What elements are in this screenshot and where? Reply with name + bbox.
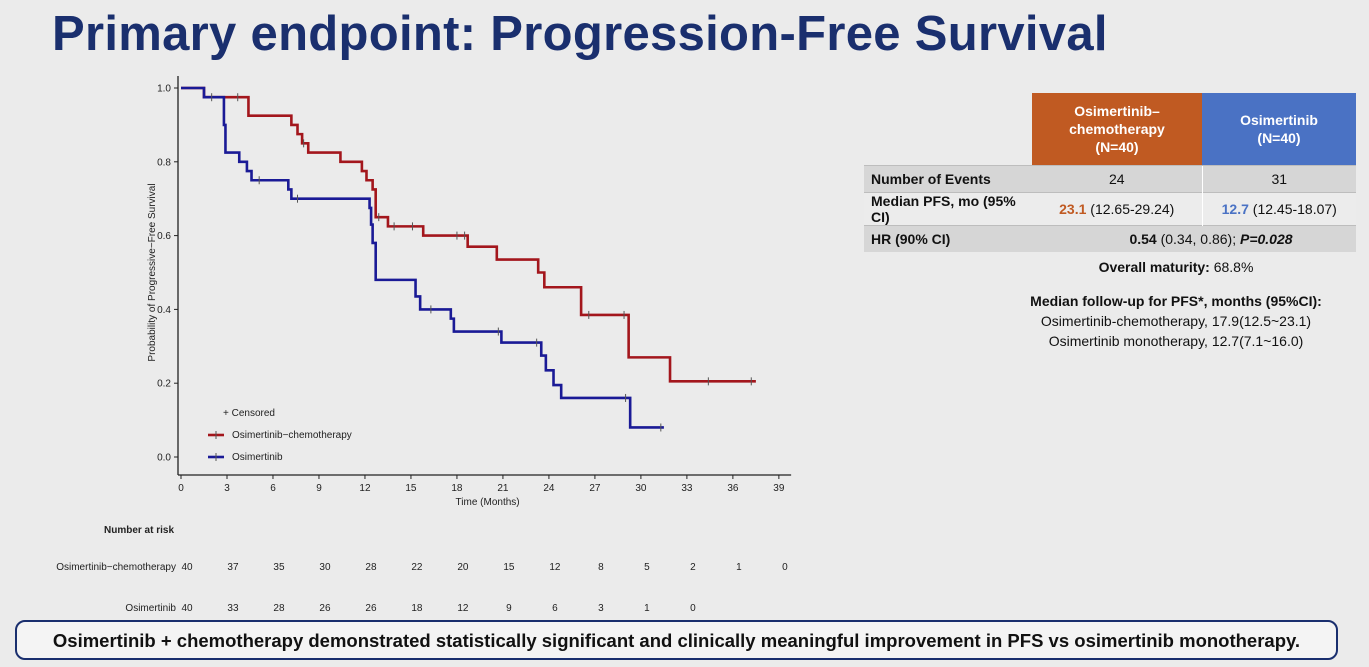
followup-title: Median follow-up for PFS*, months (95%CI… <box>1030 293 1322 309</box>
y-tick-label: 0.2 <box>157 379 171 390</box>
x-tick-label: 27 <box>589 483 601 494</box>
row-median-pfs: Median PFS, mo (95% CI) 23.1 (12.65-29.2… <box>864 192 1356 226</box>
risk-value: 5 <box>644 562 650 573</box>
risk-value: 1 <box>644 603 650 614</box>
row-events: Number of Events 24 31 <box>864 165 1356 193</box>
x-tick-label: 24 <box>543 483 555 494</box>
chart-legend: + Censored Osimertinib−chemotherapy Osimer… <box>208 408 352 463</box>
risk-value: 26 <box>319 603 331 614</box>
x-tick-label: 12 <box>359 483 371 494</box>
overall-maturity: Overall maturity: 68.8% <box>1098 259 1254 275</box>
risk-value: 1 <box>736 562 742 573</box>
risk-value: 0 <box>782 562 788 573</box>
x-tick-label: 0 <box>178 483 184 494</box>
risk-value: 0 <box>690 603 696 614</box>
y-tick-label: 1.0 <box>157 84 171 95</box>
risk-value: 3 <box>598 603 604 614</box>
risk-value: 15 <box>503 562 515 573</box>
slide-title: Primary endpoint: Progression-Free Survi… <box>52 7 1108 61</box>
risk-value: 33 <box>227 603 239 614</box>
results-table: Osimertinib– chemotherapy (N=40) Osimert… <box>864 93 1356 252</box>
risk-value: 6 <box>552 603 558 614</box>
risk-value: 9 <box>506 603 512 614</box>
x-tick-label: 3 <box>224 483 230 494</box>
risk-title: Number at risk <box>104 525 174 536</box>
series-line-mono <box>181 86 664 429</box>
col-header-mono: Osimertinib (N=40) <box>1202 93 1356 166</box>
followup-block: Median follow-up for PFS*, months (95%CI… <box>1000 291 1352 351</box>
y-tick-label: 0.4 <box>157 305 171 316</box>
risk-value: 37 <box>227 562 239 573</box>
x-tick-label: 36 <box>727 483 739 494</box>
x-tick-label: 39 <box>773 483 785 494</box>
legend-censored: + Censored <box>223 408 275 419</box>
y-axis-title: Probability of Progressive−Free Survival <box>147 183 158 361</box>
risk-value: 28 <box>273 603 285 614</box>
risk-row-label: Osimertinib−chemotherapy <box>56 562 176 573</box>
risk-value: 18 <box>411 603 423 614</box>
risk-value: 35 <box>273 562 285 573</box>
risk-value: 28 <box>365 562 377 573</box>
row-hr: HR (90% CI) 0.54 (0.34, 0.86); P=0.028 <box>864 225 1356 252</box>
x-tick-label: 6 <box>270 483 276 494</box>
x-tick-label: 30 <box>635 483 647 494</box>
followup-combo: Osimertinib-chemotherapy, 17.9(12.5~23.1… <box>1040 313 1312 329</box>
x-tick-label: 18 <box>451 483 463 494</box>
risk-value: 2 <box>690 562 696 573</box>
x-axis-title: Time (Months) <box>456 497 520 508</box>
x-tick-label: 9 <box>316 483 322 494</box>
y-tick-label: 0.0 <box>157 453 171 464</box>
legend-label: Osimertinib <box>232 452 283 463</box>
conclusion-callout: Osimertinib + chemotherapy demonstrated … <box>15 620 1338 660</box>
risk-value: 40 <box>181 603 193 614</box>
risk-row-label: Osimertinib <box>125 603 176 614</box>
followup-mono: Osimertinib monotherapy, 12.7(7.1~16.0) <box>1048 333 1304 349</box>
chart-series <box>181 86 756 432</box>
x-tick-label: 33 <box>681 483 693 494</box>
risk-value: 12 <box>549 562 561 573</box>
series-line-combo <box>181 86 756 383</box>
risk-value: 8 <box>598 562 604 573</box>
risk-value: 12 <box>457 603 469 614</box>
x-tick-label: 15 <box>405 483 417 494</box>
risk-value: 40 <box>181 562 193 573</box>
col-header-combo: Osimertinib– chemotherapy (N=40) <box>1032 93 1202 166</box>
risk-value: 22 <box>411 562 423 573</box>
legend-label: Osimertinib−chemotherapy <box>232 430 352 441</box>
y-tick-label: 0.8 <box>157 157 171 168</box>
risk-table: Number at risk Osimertinib−chemotherapy 40… <box>56 525 788 614</box>
km-chart: 0 3 6 9 12 15 18 21 24 27 30 33 36 390.00.20.40.60.81… <box>56 76 792 614</box>
risk-value: 26 <box>365 603 377 614</box>
risk-value: 30 <box>319 562 331 573</box>
chart-axes: 0 3 6 9 12 15 18 21 24 27 30 33 36 390.00.20.40.60.81… <box>147 76 792 508</box>
x-tick-label: 21 <box>497 483 509 494</box>
risk-value: 20 <box>457 562 469 573</box>
y-tick-label: 0.6 <box>157 231 171 242</box>
